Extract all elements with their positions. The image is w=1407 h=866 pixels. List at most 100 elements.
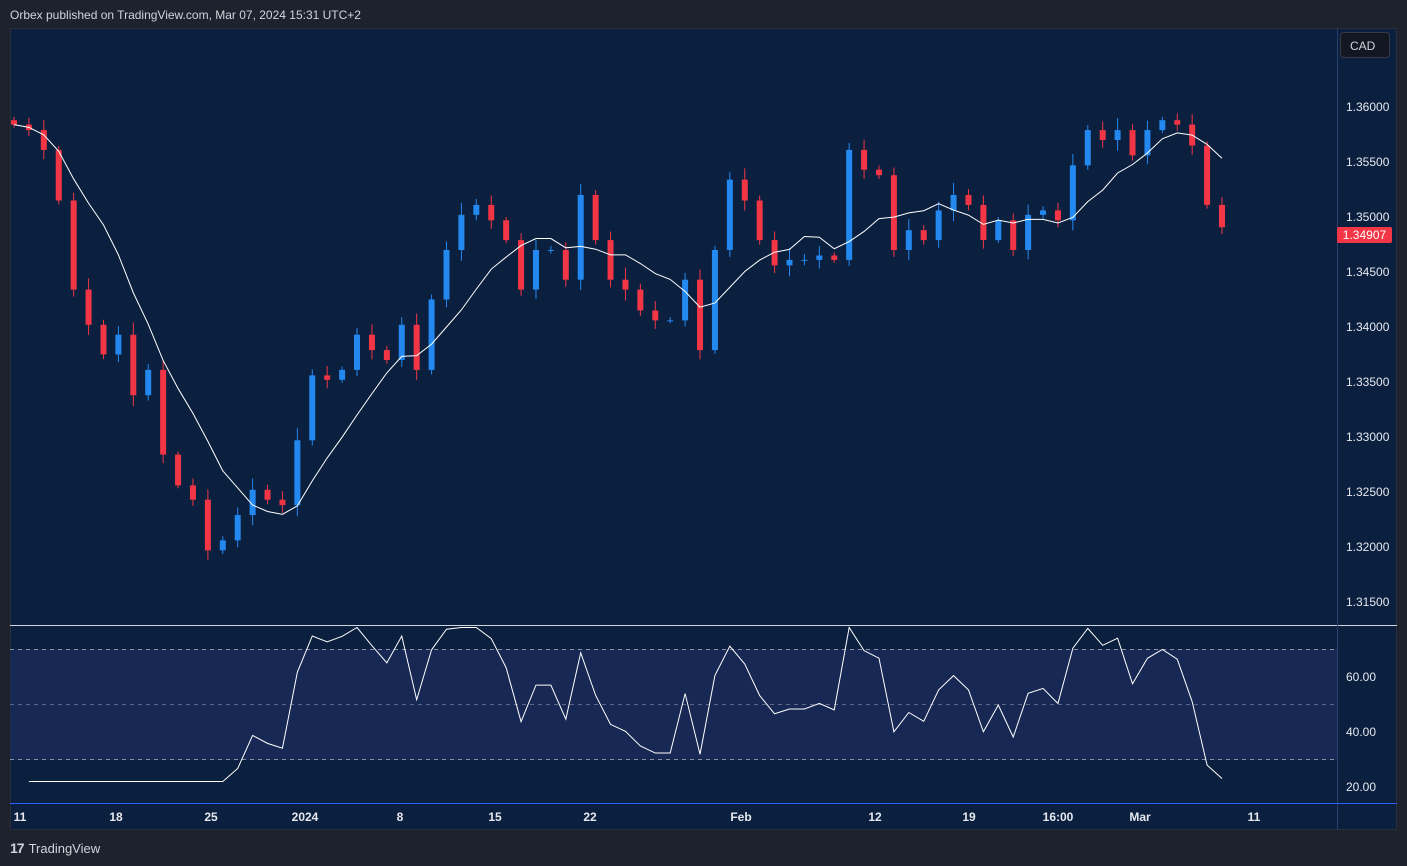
candle-up	[711, 250, 718, 351]
currency-button[interactable]: CAD	[1340, 32, 1390, 58]
price-tick-label: 1.32000	[1346, 540, 1390, 554]
price-tick-label: 1.35500	[1346, 155, 1390, 169]
candle-up	[249, 489, 256, 516]
candle-down	[503, 220, 510, 241]
time-tick-label: 15	[488, 810, 502, 824]
candle-up	[1069, 165, 1076, 221]
candle-down	[100, 324, 107, 355]
brand-name: TradingView	[28, 840, 101, 856]
candle-down	[1204, 145, 1211, 205]
candle-up	[547, 250, 554, 251]
candle-down	[55, 149, 62, 201]
candle-up	[1025, 214, 1032, 250]
time-tick-label: 19	[962, 810, 976, 824]
candle-down	[488, 204, 495, 221]
candle-up	[354, 334, 361, 370]
candle-down	[637, 289, 644, 311]
candle-up	[1144, 130, 1151, 156]
candle-up	[905, 230, 912, 250]
candle-down	[175, 454, 182, 486]
candle-down	[875, 169, 882, 176]
candle-up	[682, 279, 689, 321]
candle-down	[40, 130, 47, 150]
candle-down	[890, 175, 897, 250]
candle-up	[473, 204, 480, 215]
candle-down	[861, 149, 868, 170]
time-tick-label: 8	[396, 810, 404, 824]
candle-up	[1084, 130, 1091, 166]
candle-up	[115, 334, 122, 355]
candle-down	[1054, 210, 1061, 221]
candle-up	[786, 259, 793, 266]
price-tick-label: 1.33500	[1346, 375, 1390, 389]
candle-down	[324, 375, 331, 380]
candle-down	[518, 240, 525, 290]
candle-down	[189, 485, 196, 500]
candle-up	[950, 195, 957, 211]
time-tick-label: Mar	[1129, 810, 1151, 824]
candle-down	[130, 334, 137, 396]
candle-up	[458, 214, 465, 250]
candle-down	[1010, 220, 1017, 250]
time-tick-label: 11	[1247, 810, 1261, 824]
candle-down	[160, 369, 167, 455]
price-tick-label: 1.36000	[1346, 100, 1390, 114]
moving-average-line	[13, 124, 1223, 515]
candle-up	[234, 515, 241, 541]
candle-up	[219, 540, 226, 551]
candle-down	[368, 334, 375, 351]
candle-down	[279, 499, 286, 506]
time-tick-label: 2024	[291, 810, 319, 824]
candle-up	[995, 220, 1002, 241]
candle-down	[980, 204, 987, 241]
price-tick-label: 1.34500	[1346, 265, 1390, 279]
candle-down	[85, 289, 92, 325]
price-tick-label: 1.31500	[1346, 595, 1390, 609]
rsi-band-fill	[10, 649, 1337, 760]
candle-down	[1099, 130, 1106, 140]
candle-down	[1174, 120, 1181, 125]
candle-down	[1219, 204, 1225, 228]
candle-down	[70, 200, 77, 290]
time-tick-label: Feb	[730, 810, 752, 824]
price-tick-label: 1.35000	[1346, 210, 1390, 224]
price-tick-label: 1.33000	[1346, 430, 1390, 444]
candle-up	[1040, 210, 1047, 215]
candle-down	[741, 179, 748, 201]
candle-up	[532, 250, 539, 290]
candle-down	[652, 310, 659, 321]
time-tick-label: 18	[109, 810, 123, 824]
time-tick-label: 11	[13, 810, 27, 824]
rsi-tick-label: 20.00	[1346, 780, 1377, 794]
last-price-label: 1.34907	[1337, 227, 1392, 243]
candle-up	[428, 299, 435, 370]
footer: 17 TradingView	[10, 840, 100, 856]
candle-down	[562, 250, 569, 280]
time-tick-label: 25	[204, 810, 218, 824]
candle-down	[920, 230, 927, 241]
candle-up	[935, 210, 942, 241]
candle-up	[443, 250, 450, 300]
candle-down	[965, 195, 972, 205]
candle-up	[339, 369, 346, 380]
candle-down	[204, 499, 211, 551]
candle-down	[11, 120, 17, 125]
candle-down	[1129, 130, 1136, 156]
candle-up	[816, 255, 823, 260]
candle-down	[264, 489, 271, 500]
candle-up	[846, 149, 853, 260]
candle-up	[145, 369, 152, 396]
candle-up	[1159, 120, 1166, 131]
candle-down	[697, 279, 704, 351]
time-tick-label: 16:00	[1042, 810, 1074, 824]
candle-up	[309, 375, 316, 441]
candle-down	[383, 350, 390, 360]
rsi-tick-label: 40.00	[1346, 725, 1377, 739]
candle-down	[756, 200, 763, 241]
candle-up	[1114, 130, 1121, 140]
candle-down	[592, 195, 599, 241]
rsi-tick-label: 60.00	[1346, 670, 1377, 684]
price-tick-label: 1.34000	[1346, 320, 1390, 334]
candle-up	[398, 324, 405, 360]
